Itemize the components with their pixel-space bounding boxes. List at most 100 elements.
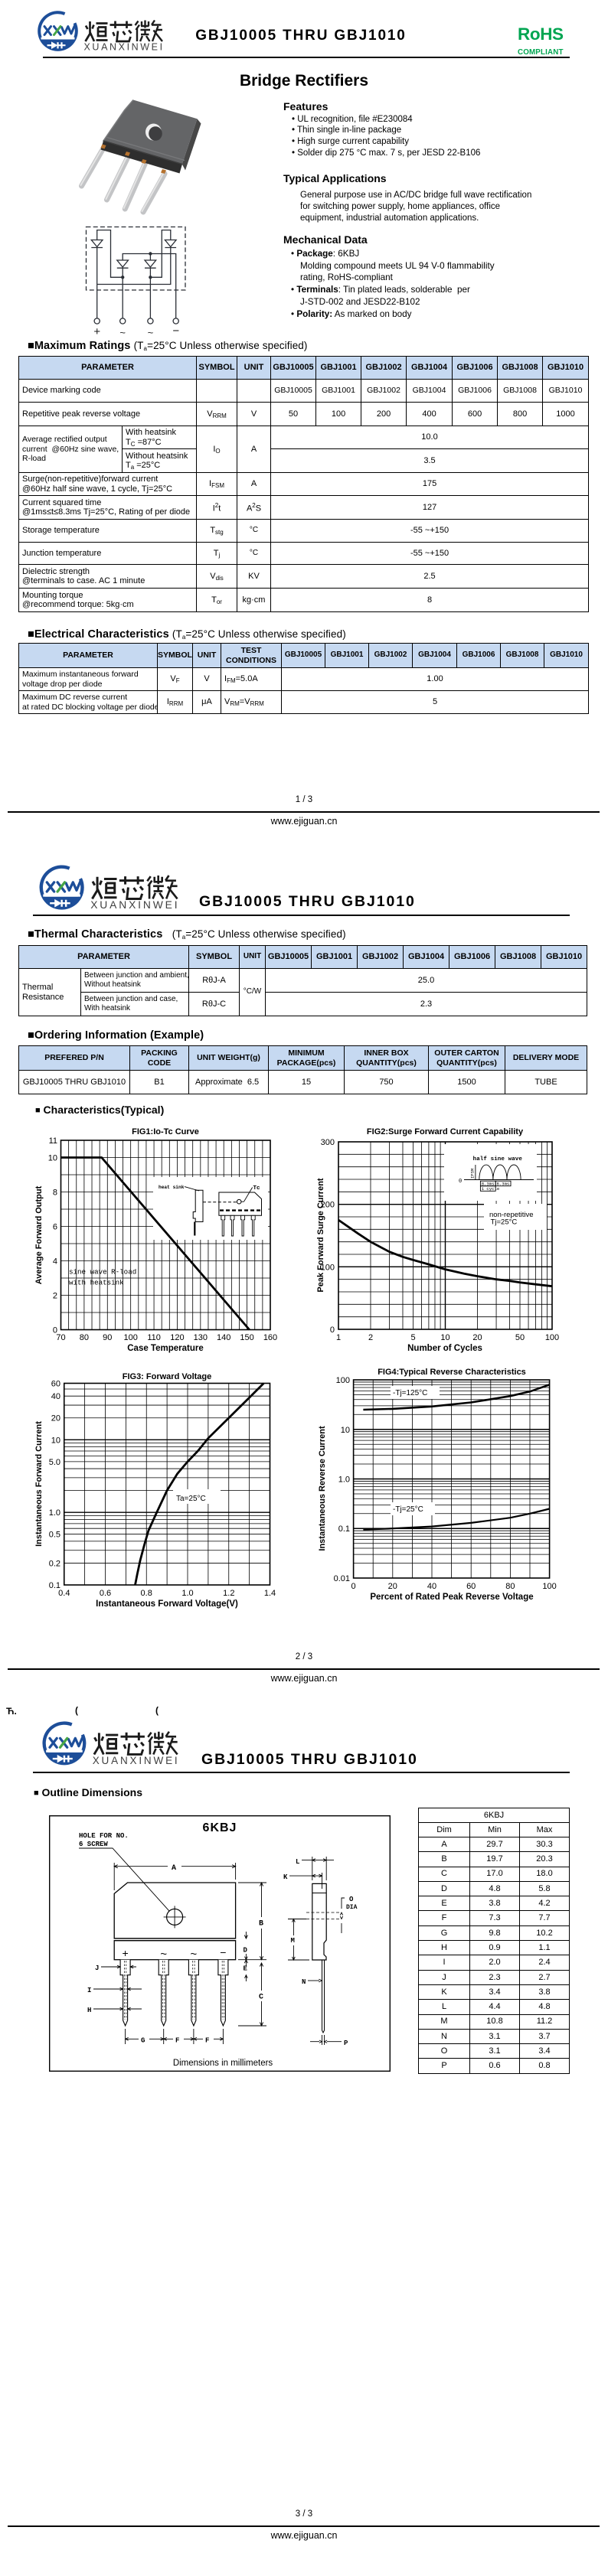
svg-text:0.1: 0.1 xyxy=(49,1581,60,1590)
svg-text:Peak Forward Surge Current: Peak Forward Surge Current xyxy=(316,1178,325,1292)
svg-text:A: A xyxy=(172,1864,176,1873)
svg-text:+: + xyxy=(123,1947,129,1959)
svg-text:0.1: 0.1 xyxy=(338,1524,350,1534)
svg-text:8.3ms: 8.3ms xyxy=(497,1182,510,1187)
svg-text:6KBJ: 6KBJ xyxy=(203,1821,237,1834)
svg-text:~: ~ xyxy=(148,327,154,338)
svg-text:−: − xyxy=(220,1946,226,1958)
svg-text:FIG2:Surge Forward Current Cap: FIG2:Surge Forward Current Capability xyxy=(367,1127,524,1136)
svg-text:FIG4:Typical Reverse Character: FIG4:Typical Reverse Characteristics xyxy=(378,1368,526,1377)
svg-text:−: − xyxy=(172,324,179,337)
svg-text:IFSM: IFSM xyxy=(470,1169,476,1179)
svg-text:110: 110 xyxy=(147,1333,161,1342)
svg-text:C: C xyxy=(259,1994,263,2002)
svg-text:100: 100 xyxy=(124,1333,138,1342)
svg-text:0: 0 xyxy=(330,1325,335,1335)
svg-text:F: F xyxy=(175,2037,179,2045)
svg-text:Case Temperature: Case Temperature xyxy=(127,1344,204,1353)
svg-text:Percent of Rated Peak Reverse: Percent of Rated Peak Reverse Voltage xyxy=(370,1593,533,1602)
svg-text:non-repetitive: non-repetitive xyxy=(489,1211,534,1219)
svg-text:0.2: 0.2 xyxy=(49,1559,60,1568)
svg-text:O: O xyxy=(349,1896,354,1903)
svg-text:FIG1:Io-Tc Curve: FIG1:Io-Tc Curve xyxy=(132,1127,199,1136)
svg-text:40: 40 xyxy=(51,1392,60,1401)
svg-text:0: 0 xyxy=(459,1179,462,1185)
svg-text:100: 100 xyxy=(321,1263,335,1272)
svg-text:Ta=25°C: Ta=25°C xyxy=(176,1495,206,1503)
svg-text:~: ~ xyxy=(160,1948,167,1961)
svg-text:FIG3: Forward Voltage: FIG3: Forward Voltage xyxy=(123,1372,212,1381)
svg-text:sine wave R-load: sine wave R-load xyxy=(69,1268,136,1277)
svg-text:K: K xyxy=(283,1873,288,1881)
svg-text:HOLE FOR NO.: HOLE FOR NO. xyxy=(79,1832,129,1840)
svg-text:F: F xyxy=(205,2037,209,2045)
svg-text:20: 20 xyxy=(472,1333,482,1342)
svg-text:5: 5 xyxy=(410,1333,415,1342)
svg-text:1: 1 xyxy=(336,1333,341,1342)
svg-text:2: 2 xyxy=(53,1292,57,1301)
svg-text:1.0: 1.0 xyxy=(181,1589,193,1598)
svg-text:P: P xyxy=(344,2040,348,2047)
svg-text:Instantaneous Forward Current: Instantaneous Forward Current xyxy=(34,1421,44,1547)
svg-text:E: E xyxy=(244,1965,248,1973)
svg-text:100: 100 xyxy=(545,1333,559,1342)
svg-text:Average Forward Output: Average Forward Output xyxy=(34,1185,44,1284)
svg-text:10: 10 xyxy=(440,1333,449,1342)
svg-text:10: 10 xyxy=(341,1426,350,1435)
svg-text:+: + xyxy=(93,325,100,338)
svg-text:H: H xyxy=(87,2007,91,2014)
svg-text:Dimensions in millimeters: Dimensions in millimeters xyxy=(173,2059,273,2068)
svg-text:L: L xyxy=(296,1858,299,1866)
svg-text:half sine wave: half sine wave xyxy=(473,1156,523,1162)
svg-text:Instantaneous Forward Voltage(: Instantaneous Forward Voltage(V) xyxy=(96,1599,238,1609)
svg-text:60: 60 xyxy=(51,1380,60,1389)
svg-text:130: 130 xyxy=(194,1333,208,1342)
svg-text:80: 80 xyxy=(505,1582,515,1591)
svg-text:120: 120 xyxy=(170,1333,184,1342)
svg-text:1.0: 1.0 xyxy=(338,1475,350,1485)
svg-text:M: M xyxy=(291,1937,295,1945)
svg-text:D: D xyxy=(244,1947,248,1955)
svg-text:0.4: 0.4 xyxy=(58,1589,70,1598)
svg-text:100: 100 xyxy=(336,1376,350,1385)
svg-text:90: 90 xyxy=(103,1333,112,1342)
svg-text:300: 300 xyxy=(321,1138,335,1147)
svg-text:I: I xyxy=(87,1987,91,1994)
svg-text:140: 140 xyxy=(217,1333,230,1342)
svg-text:0.5: 0.5 xyxy=(49,1531,60,1540)
svg-text:J: J xyxy=(95,1965,99,1972)
svg-text:80: 80 xyxy=(80,1333,89,1342)
svg-text:N: N xyxy=(302,1978,306,1986)
svg-text:1.2: 1.2 xyxy=(223,1589,234,1598)
svg-text:1.0: 1.0 xyxy=(49,1508,60,1518)
svg-text:Number of Cycles: Number of Cycles xyxy=(407,1344,482,1353)
svg-text:0.8: 0.8 xyxy=(141,1589,152,1598)
svg-text:5.0: 5.0 xyxy=(49,1458,60,1467)
svg-text:4: 4 xyxy=(53,1257,57,1267)
svg-text:200: 200 xyxy=(321,1201,335,1210)
svg-text:11: 11 xyxy=(49,1136,57,1146)
svg-text:6 SCREW: 6 SCREW xyxy=(79,1841,108,1848)
svg-text:-Tj=125°C: -Tj=125°C xyxy=(393,1389,427,1397)
svg-text:~: ~ xyxy=(191,1948,198,1961)
svg-text:1 cycle: 1 cycle xyxy=(482,1186,500,1192)
svg-text:0.6: 0.6 xyxy=(100,1589,111,1598)
svg-text:B: B xyxy=(259,1920,263,1929)
svg-text:0: 0 xyxy=(53,1326,57,1335)
svg-text:Tj=25°C: Tj=25°C xyxy=(491,1218,518,1227)
svg-text:Tc: Tc xyxy=(253,1185,261,1192)
svg-text:8.3ms: 8.3ms xyxy=(482,1182,495,1187)
svg-text:6: 6 xyxy=(53,1223,57,1232)
svg-text:100: 100 xyxy=(542,1582,556,1591)
svg-text:heat sink: heat sink xyxy=(159,1185,185,1190)
svg-text:2: 2 xyxy=(368,1333,373,1342)
svg-text:160: 160 xyxy=(263,1333,277,1342)
svg-text:0: 0 xyxy=(351,1582,356,1591)
svg-text:Instantaneous Reverse Current: Instantaneous Reverse Current xyxy=(318,1426,327,1551)
svg-text:0.01: 0.01 xyxy=(334,1574,350,1583)
svg-text:20: 20 xyxy=(51,1414,60,1423)
svg-text:10: 10 xyxy=(51,1436,60,1445)
svg-text:-Tj=25°C: -Tj=25°C xyxy=(393,1505,423,1514)
svg-text:40: 40 xyxy=(427,1582,436,1591)
svg-text:150: 150 xyxy=(240,1333,253,1342)
